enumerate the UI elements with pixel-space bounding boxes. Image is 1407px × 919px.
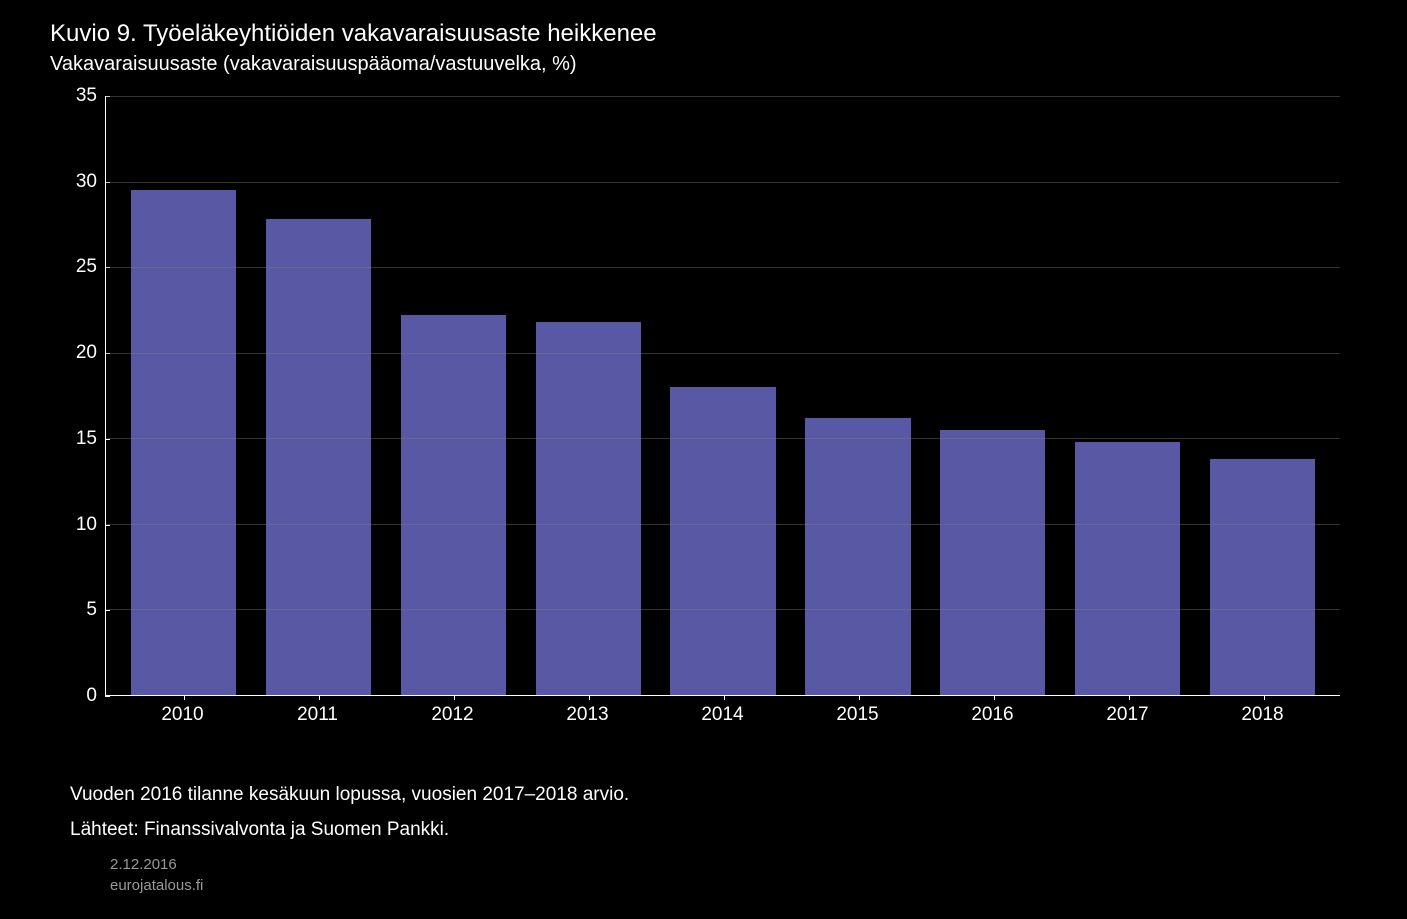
y-tick-label: 20: [76, 342, 97, 364]
y-axis: 05101520253035: [60, 96, 105, 696]
bar: [131, 190, 236, 695]
x-tick-mark: [589, 695, 590, 700]
x-tick-label: 2013: [520, 704, 655, 726]
x-tick-mark: [1129, 695, 1130, 700]
x-tick-label: 2011: [250, 704, 385, 726]
plot-area: 05101520253035 2010201120122013201420152…: [60, 96, 1340, 696]
bar: [940, 430, 1045, 695]
gridline: [106, 96, 1340, 97]
bar: [266, 219, 371, 695]
bar-slot: [1060, 96, 1195, 695]
bar: [1075, 442, 1180, 695]
x-tick-mark: [859, 695, 860, 700]
bar: [670, 387, 775, 695]
chart-subtitle: Vakavaraisuusaste (vakavaraisuuspääoma/v…: [50, 53, 1360, 76]
x-tick-label: 2014: [655, 704, 790, 726]
gridline: [106, 353, 1340, 354]
bar-slot: [656, 96, 791, 695]
x-tick-mark: [994, 695, 995, 700]
y-tick-label: 30: [76, 171, 97, 193]
chart-footnote: Vuoden 2016 tilanne kesäkuun lopussa, vu…: [70, 784, 629, 806]
chart-meta: 2.12.2016 eurojatalous.fi: [110, 854, 203, 896]
bar: [536, 322, 641, 695]
x-tick-label: 2018: [1195, 704, 1330, 726]
bar: [805, 418, 910, 695]
x-tick-mark: [724, 695, 725, 700]
bar-slot: [925, 96, 1060, 695]
x-tick-label: 2012: [385, 704, 520, 726]
grid-area: [105, 96, 1340, 696]
gridline: [106, 524, 1340, 525]
chart-title: Kuvio 9. Työeläkeyhtiöiden vakavaraisuus…: [50, 20, 1360, 48]
x-tick-label: 2017: [1060, 704, 1195, 726]
meta-date: 2.12.2016: [110, 854, 203, 875]
x-tick-label: 2016: [925, 704, 1060, 726]
x-axis-labels: 201020112012201320142015201620172018: [105, 704, 1340, 726]
gridline: [106, 267, 1340, 268]
x-tick-mark: [454, 695, 455, 700]
bar-slot: [386, 96, 521, 695]
x-tick-label: 2010: [115, 704, 250, 726]
bar-slot: [790, 96, 925, 695]
y-tick-label: 25: [76, 256, 97, 278]
bar-slot: [1195, 96, 1330, 695]
bar-slot: [521, 96, 656, 695]
x-tick-mark: [319, 695, 320, 700]
y-tick-label: 10: [76, 514, 97, 536]
bar: [1210, 459, 1315, 695]
gridline: [106, 609, 1340, 610]
gridline: [106, 182, 1340, 183]
x-tick-label: 2015: [790, 704, 925, 726]
chart-source: Lähteet: Finanssivalvonta ja Suomen Pank…: [70, 819, 449, 841]
x-tick-mark: [1264, 695, 1265, 700]
y-tick-label: 15: [76, 428, 97, 450]
meta-site: eurojatalous.fi: [110, 875, 203, 896]
chart-container: Kuvio 9. Työeläkeyhtiöiden vakavaraisuus…: [50, 20, 1360, 890]
bar-slot: [251, 96, 386, 695]
bar: [401, 315, 506, 695]
bars-container: [106, 96, 1340, 695]
x-tick-mark: [184, 695, 185, 700]
y-tick-label: 35: [76, 85, 97, 107]
y-tick-mark: [105, 696, 110, 697]
y-tick-label: 5: [86, 599, 97, 621]
y-tick-label: 0: [86, 685, 97, 707]
bar-slot: [116, 96, 251, 695]
gridline: [106, 438, 1340, 439]
